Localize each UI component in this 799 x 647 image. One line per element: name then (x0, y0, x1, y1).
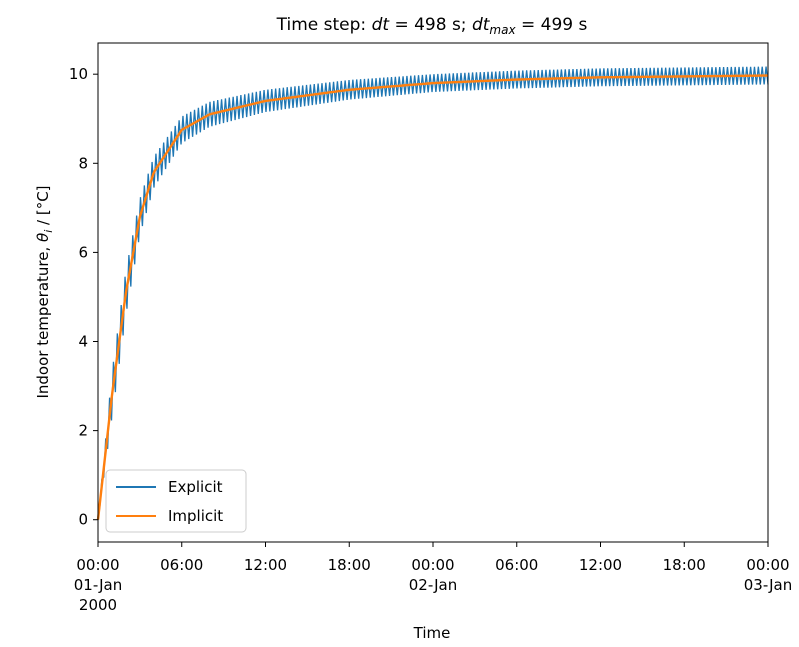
x-tick-label-line: 00:00 (76, 556, 119, 574)
legend-label-implicit: Implicit (168, 507, 223, 525)
axes-frame (97, 42, 769, 543)
x-tick-label: 18:00 (328, 556, 371, 574)
x-tick-label-line: 18:00 (663, 556, 706, 574)
x-tick-label: 12:00 (244, 556, 287, 574)
x-tick-label-line: 06:00 (495, 556, 538, 574)
x-tick-label-line: 12:00 (579, 556, 622, 574)
plot-area: 0 2 4 6 8 10 00:00 01-Jan 2000 06:00 12:00 18:00 00:… (69, 42, 792, 614)
x-axis-label: Time (413, 624, 451, 642)
x-tick-label: 00:00 03-Jan (744, 556, 792, 594)
x-tick-label-line: 2000 (79, 596, 117, 614)
y-tick-label: 0 (78, 511, 88, 529)
x-tick-label: 18:00 (663, 556, 706, 574)
series-line-implicit (96, 74, 769, 520)
x-tick-label-line: 12:00 (244, 556, 287, 574)
y-tick-label: 6 (78, 243, 88, 261)
y-axis-label: Indoor temperature, θi / [°C] (34, 185, 55, 398)
legend-label-explicit: Explicit (168, 478, 223, 496)
y-tick-label: 10 (69, 65, 88, 83)
x-tick-label-line: 03-Jan (744, 576, 792, 594)
legend: Explicit Implicit (105, 469, 247, 533)
x-tick-label: 12:00 (579, 556, 622, 574)
x-tick-label: 06:00 (495, 556, 538, 574)
chart-title: Time step: dt = 498 s; dtmax = 499 s (276, 15, 588, 37)
y-tick-label: 4 (78, 333, 88, 351)
x-tick-label: 06:00 (160, 556, 203, 574)
x-tick-label-line: 01-Jan (74, 576, 122, 594)
x-tick-label: 00:00 02-Jan (409, 556, 457, 594)
y-tick-label: 2 (78, 422, 88, 440)
x-tick-label: 00:00 01-Jan 2000 (74, 556, 122, 614)
x-tick-label-line: 18:00 (328, 556, 371, 574)
x-tick-label-line: 02-Jan (409, 576, 457, 594)
x-tick-label-line: 00:00 (746, 556, 789, 574)
x-tick-label-line: 06:00 (160, 556, 203, 574)
x-tick-label-line: 00:00 (411, 556, 454, 574)
y-tick-label: 8 (78, 154, 88, 172)
series-line-explicit (97, 66, 769, 520)
